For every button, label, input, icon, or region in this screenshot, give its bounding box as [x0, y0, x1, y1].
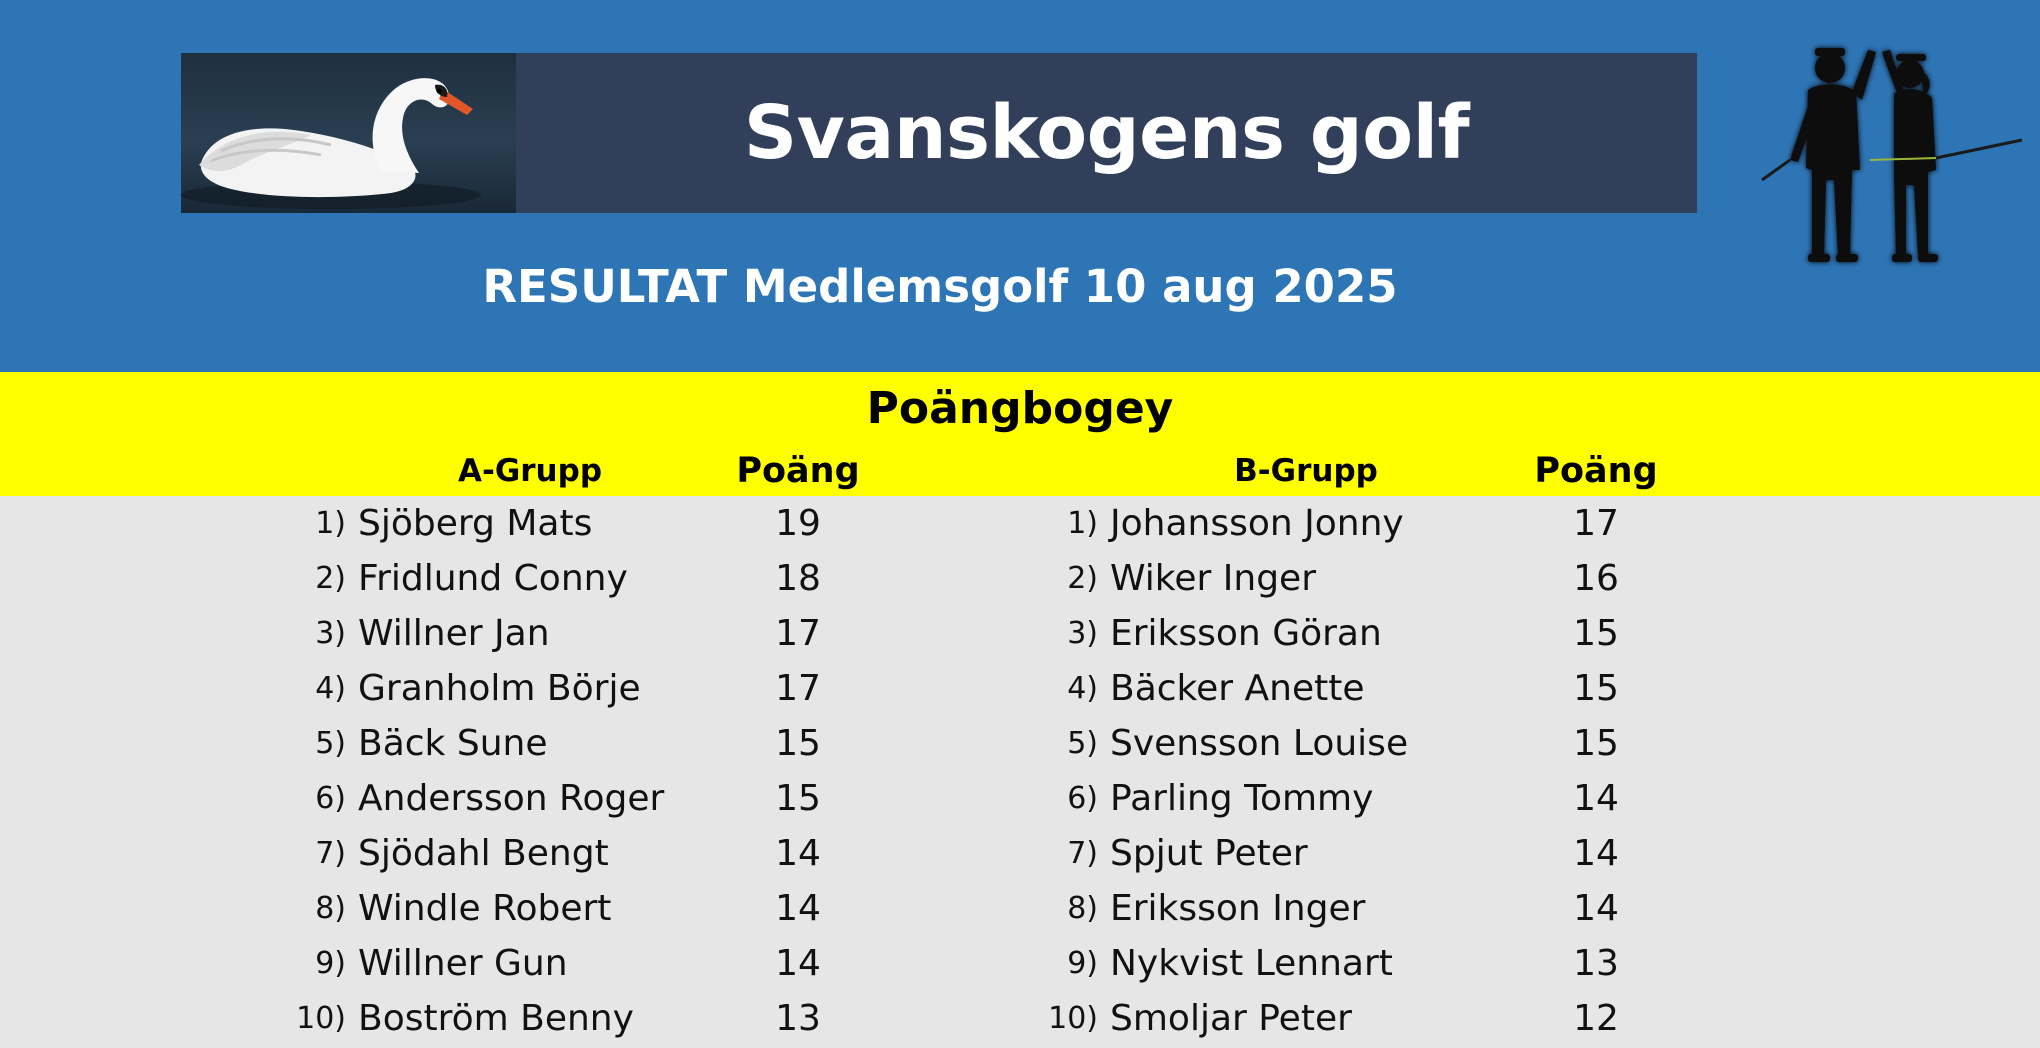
rank: 7)	[1067, 836, 1098, 871]
rank: 1)	[315, 506, 346, 541]
rank: 10)	[296, 1001, 346, 1036]
player-points: 14	[775, 943, 821, 984]
rank: 7)	[315, 836, 346, 871]
rank: 2)	[1067, 561, 1098, 596]
header-banner: Svanskogens golf RESULTAT Medlemsgolf 10…	[0, 0, 2040, 372]
player-points: 14	[1573, 833, 1619, 874]
result-row: 5) Svensson Louise 15	[1002, 716, 1902, 771]
golfers-high-five-icon	[1761, 48, 2023, 262]
result-row: 5) Bäck Sune 15	[250, 716, 1150, 771]
result-row: 8) Windle Robert 14	[250, 881, 1150, 936]
rank: 9)	[315, 946, 346, 981]
player-name: Bäcker Anette	[1110, 668, 1365, 709]
result-row: 9) Nykvist Lennart 13	[1002, 936, 1902, 991]
player-name: Granholm Börje	[358, 668, 641, 709]
rank: 6)	[1067, 781, 1098, 816]
swan-icon	[181, 78, 481, 209]
group-b-results: 1) Johansson Jonny 17 2) Wiker Inger 16 3) Erik…	[1002, 496, 1902, 1046]
player-points: 14	[1573, 778, 1619, 819]
result-row: 4) Bäcker Anette 15	[1002, 661, 1902, 716]
group-b-points-header: Poäng	[1534, 451, 1658, 491]
format-band: Poängbogey A-Grupp Poäng B-Grupp Poäng	[0, 372, 2040, 496]
player-points: 15	[1573, 613, 1619, 654]
player-name: Johansson Jonny	[1110, 503, 1404, 544]
club-title: Svanskogens golf	[743, 90, 1470, 176]
rank: 1)	[1067, 506, 1098, 541]
player-name: Parling Tommy	[1110, 778, 1374, 819]
player-name: Andersson Roger	[358, 778, 665, 819]
rank: 8)	[315, 891, 346, 926]
swan-logo-image	[181, 53, 516, 213]
player-points: 17	[775, 668, 821, 709]
player-name: Nykvist Lennart	[1110, 943, 1393, 984]
rank: 4)	[1067, 671, 1098, 706]
player-name: Boström Benny	[358, 998, 634, 1039]
player-name: Wiker Inger	[1110, 558, 1316, 599]
player-name: Spjut Peter	[1110, 833, 1308, 874]
group-a-results: 1) Sjöberg Mats 19 2) Fridlund Conny 18 3) Will…	[250, 496, 1150, 1046]
player-points: 16	[1573, 558, 1619, 599]
group-b-title: B-Grupp	[1234, 453, 1378, 489]
player-points: 14	[1573, 888, 1619, 929]
result-row: 10) Boström Benny 13	[250, 991, 1150, 1046]
result-row: 7) Sjödahl Bengt 14	[250, 826, 1150, 881]
player-name: Fridlund Conny	[358, 558, 628, 599]
result-row: 7) Spjut Peter 14	[1002, 826, 1902, 881]
rank: 6)	[315, 781, 346, 816]
player-points: 12	[1573, 998, 1619, 1039]
player-name: Sjöberg Mats	[358, 503, 593, 544]
rank: 2)	[315, 561, 346, 596]
result-row: 6) Parling Tommy 14	[1002, 771, 1902, 826]
player-points: 15	[1573, 668, 1619, 709]
rank: 3)	[1067, 616, 1098, 651]
result-row: 8) Eriksson Inger 14	[1002, 881, 1902, 936]
golfers-silhouette-image	[1760, 40, 2030, 300]
player-points: 14	[775, 833, 821, 874]
player-points: 15	[775, 723, 821, 764]
result-row: 4) Granholm Börje 17	[250, 661, 1150, 716]
player-name: Windle Robert	[358, 888, 612, 929]
player-name: Eriksson Göran	[1110, 613, 1382, 654]
player-name: Smoljar Peter	[1110, 998, 1352, 1039]
rank: 3)	[315, 616, 346, 651]
result-row: 1) Sjöberg Mats 19	[250, 496, 1150, 551]
group-a-title: A-Grupp	[457, 453, 603, 489]
player-points: 13	[775, 998, 821, 1039]
player-points: 14	[775, 888, 821, 929]
player-name: Willner Gun	[358, 943, 568, 984]
result-row: 2) Fridlund Conny 18	[250, 551, 1150, 606]
player-name: Eriksson Inger	[1110, 888, 1366, 929]
result-row: 3) Willner Jan 17	[250, 606, 1150, 661]
player-name: Bäck Sune	[358, 723, 548, 764]
format-title: Poängbogey	[866, 383, 1174, 434]
player-points: 19	[775, 503, 821, 544]
rank: 5)	[1067, 726, 1098, 761]
player-points: 18	[775, 558, 821, 599]
player-points: 15	[775, 778, 821, 819]
rank: 4)	[315, 671, 346, 706]
player-name: Sjödahl Bengt	[358, 833, 609, 874]
result-row: 6) Andersson Roger 15	[250, 771, 1150, 826]
result-row: 10) Smoljar Peter 12	[1002, 991, 1902, 1046]
result-row: 1) Johansson Jonny 17	[1002, 496, 1902, 551]
result-row: 3) Eriksson Göran 15	[1002, 606, 1902, 661]
group-a-points-header: Poäng	[736, 451, 860, 491]
rank: 10)	[1048, 1001, 1098, 1036]
results-subtitle: RESULTAT Medlemsgolf 10 aug 2025	[482, 260, 1398, 313]
rank: 5)	[315, 726, 346, 761]
result-row: 2) Wiker Inger 16	[1002, 551, 1902, 606]
player-points: 15	[1573, 723, 1619, 764]
player-points: 17	[775, 613, 821, 654]
player-name: Willner Jan	[358, 613, 550, 654]
rank: 9)	[1067, 946, 1098, 981]
player-name: Svensson Louise	[1110, 723, 1409, 764]
player-points: 13	[1573, 943, 1619, 984]
title-bar: Svanskogens golf	[516, 53, 1697, 213]
player-points: 17	[1573, 503, 1619, 544]
rank: 8)	[1067, 891, 1098, 926]
result-row: 9) Willner Gun 14	[250, 936, 1150, 991]
